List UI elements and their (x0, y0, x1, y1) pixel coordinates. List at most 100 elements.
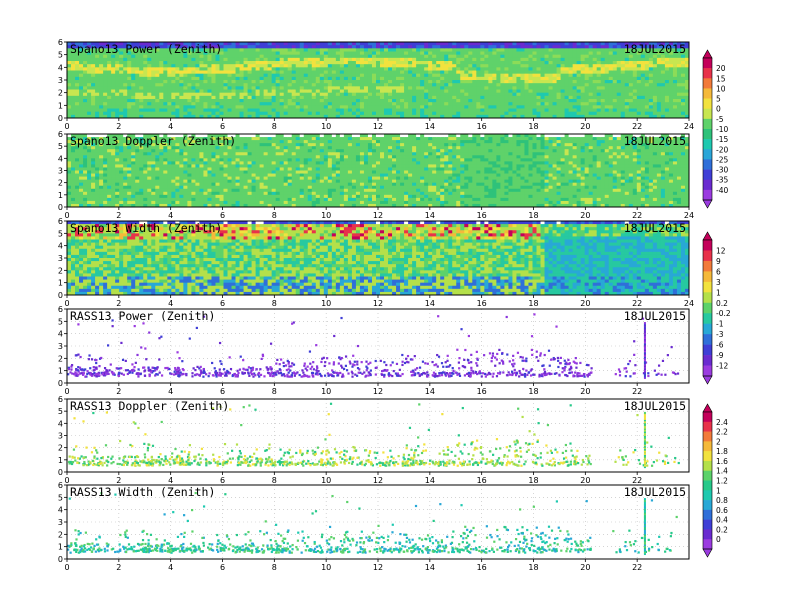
heatmap-cell (436, 80, 441, 84)
heatmap-cell (171, 167, 176, 171)
heatmap-cell (532, 114, 537, 119)
heatmap-cell (207, 108, 212, 113)
heatmap-cell (71, 194, 76, 199)
heatmap-cell (211, 176, 216, 181)
heatmap-cell (584, 99, 590, 103)
heatmap-cell (532, 86, 537, 90)
heatmap-cell (291, 51, 297, 56)
heatmap-cell (680, 92, 686, 97)
heatmap-cell (227, 70, 232, 75)
heatmap-cell (107, 42, 112, 46)
heatmap-cell (227, 111, 232, 116)
heatmap-cell (99, 146, 104, 150)
heatmap-cell (207, 167, 212, 171)
heatmap-cell (123, 137, 128, 141)
heatmap-cell (151, 108, 156, 113)
heatmap-cell (83, 167, 88, 171)
heatmap-cell (207, 51, 212, 56)
heatmap-cell (175, 48, 180, 52)
heatmap-cell (67, 143, 72, 147)
heatmap-cell (219, 167, 224, 171)
heatmap-cell (115, 200, 120, 205)
heatmap-cell (191, 140, 196, 144)
heatmap-cell (343, 89, 349, 94)
heatmap-cell (191, 188, 196, 193)
heatmap-cell (83, 67, 88, 71)
heatmap-cell (508, 108, 513, 113)
heatmap-cell (436, 57, 441, 62)
heatmap-cell (660, 61, 666, 65)
heatmap-cell (432, 64, 437, 68)
heatmap-cell (171, 155, 176, 159)
heatmap-cell (187, 176, 192, 181)
heatmap-cell (175, 67, 180, 71)
heatmap-cell (660, 42, 666, 46)
heatmap-cell (343, 48, 349, 52)
heatmap-cell (107, 140, 112, 144)
heatmap-cell (540, 114, 545, 119)
heatmap-cell (255, 182, 261, 187)
heatmap-cell (143, 99, 148, 103)
heatmap-cell (428, 61, 433, 65)
heatmap-cell (359, 42, 365, 46)
heatmap-cell (644, 105, 650, 109)
heatmap-cell (71, 140, 76, 144)
heatmap-cell (632, 108, 638, 113)
heatmap-cell (203, 188, 208, 193)
heatmap-cell (408, 54, 413, 59)
heatmap-cell (167, 179, 172, 184)
heatmap-cell (408, 70, 413, 75)
heatmap-cell (295, 51, 301, 56)
heatmap-cell (111, 51, 116, 56)
heatmap-cell (231, 152, 236, 156)
heatmap-cell (572, 76, 578, 81)
heatmap-cell (267, 92, 273, 97)
heatmap-cell (596, 67, 602, 71)
heatmap-cell (171, 76, 176, 81)
heatmap-cell (323, 42, 329, 46)
heatmap-cell (375, 61, 381, 65)
heatmap-cell (295, 73, 301, 78)
heatmap-cell (251, 57, 256, 62)
heatmap-cell (123, 149, 128, 153)
heatmap-cell (632, 51, 638, 56)
heatmap-cell (183, 197, 188, 202)
heatmap-cell (343, 86, 349, 90)
heatmap-cell (656, 99, 662, 103)
heatmap-cell (319, 86, 325, 90)
heatmap-cell (243, 167, 248, 171)
heatmap-cell (307, 102, 313, 106)
heatmap-cell (544, 51, 549, 56)
heatmap-cell (608, 111, 614, 116)
heatmap-cell (95, 155, 100, 159)
heatmap-cell (604, 45, 610, 49)
heatmap-cell (584, 95, 590, 100)
heatmap-cell (295, 64, 301, 68)
heatmap-cell (540, 64, 545, 68)
heatmap-cell (307, 61, 313, 65)
heatmap-cell (644, 67, 650, 71)
heatmap-cell (636, 86, 642, 90)
heatmap-cell (512, 73, 517, 78)
heatmap-cell (456, 86, 461, 90)
heatmap-cell (107, 105, 112, 109)
heatmap-cell (95, 51, 100, 56)
heatmap-cell (600, 80, 606, 84)
heatmap-cell (179, 76, 184, 81)
heatmap-cell (331, 42, 337, 46)
heatmap-cell (139, 161, 144, 165)
heatmap-cell (608, 102, 614, 106)
heatmap-cell (155, 191, 160, 196)
heatmap-cell (576, 73, 582, 78)
heatmap-cell (135, 200, 140, 205)
heatmap-cell (480, 114, 485, 119)
heatmap-cell (560, 54, 565, 59)
heatmap-cell (388, 51, 393, 56)
heatmap-cell (211, 149, 216, 153)
heatmap-cell (195, 179, 200, 184)
heatmap-cell (476, 83, 481, 87)
heatmap-cell (131, 140, 136, 144)
heatmap-cell (476, 67, 481, 71)
heatmap-cell (335, 86, 341, 90)
heatmap-cell (79, 149, 84, 153)
